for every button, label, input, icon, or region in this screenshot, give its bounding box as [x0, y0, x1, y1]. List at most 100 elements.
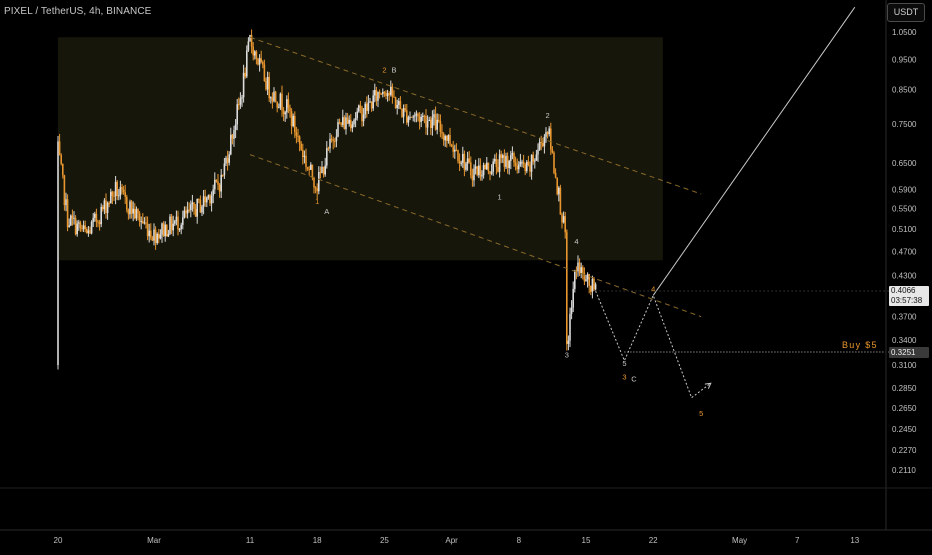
candle — [428, 116, 430, 122]
candle — [76, 220, 78, 237]
candle-body — [97, 221, 99, 223]
candle — [138, 211, 141, 227]
candle — [218, 183, 221, 198]
candle — [146, 216, 149, 241]
candle-body — [100, 206, 102, 225]
candle — [63, 174, 66, 211]
candle-body — [294, 115, 296, 133]
candle-body — [377, 91, 379, 101]
candle — [479, 158, 482, 181]
candle — [522, 154, 525, 169]
candle — [390, 80, 392, 97]
candle — [258, 54, 261, 72]
candle-body — [462, 153, 464, 163]
candle — [124, 184, 126, 205]
candle — [241, 94, 243, 107]
candle — [175, 210, 178, 226]
candle — [498, 149, 501, 178]
y-tick-label: 0.4700 — [892, 247, 917, 256]
candle — [246, 45, 248, 79]
candle — [561, 212, 563, 229]
candle — [225, 155, 227, 166]
candle — [476, 165, 478, 177]
candle-body — [468, 158, 470, 163]
candle — [439, 114, 442, 138]
candle — [358, 104, 360, 113]
candle-body — [407, 117, 410, 123]
candle — [502, 153, 504, 164]
candle — [102, 204, 104, 212]
candle — [271, 92, 274, 109]
wave-label: 5 — [622, 359, 626, 368]
candle-body — [142, 221, 144, 224]
candle-body — [558, 187, 560, 195]
candle — [134, 203, 136, 220]
candle — [478, 158, 480, 179]
candle — [329, 132, 331, 153]
wave-label: 2 — [382, 66, 386, 75]
candle — [471, 168, 474, 187]
candle-body — [388, 93, 390, 95]
candle-body — [231, 134, 234, 139]
buy-order-label[interactable]: Buy $5 — [842, 340, 878, 350]
candle-body — [266, 76, 269, 90]
candle-body — [206, 197, 208, 203]
candle-body — [450, 144, 453, 147]
candle-body — [375, 90, 378, 101]
candle — [166, 224, 168, 237]
candle — [310, 162, 312, 171]
candle — [575, 266, 578, 280]
candle — [359, 100, 362, 114]
candle-body — [159, 234, 162, 239]
candle-body — [297, 135, 299, 137]
candle-body — [258, 58, 261, 65]
candle — [84, 220, 86, 233]
candle — [577, 255, 579, 277]
candle — [294, 111, 296, 139]
candle-body — [84, 225, 86, 230]
candle — [457, 149, 459, 164]
candle-body — [94, 213, 96, 218]
candle-body — [473, 168, 475, 181]
candle-body — [180, 224, 182, 229]
candle-body — [505, 156, 507, 167]
candle — [342, 109, 344, 128]
candle-body — [358, 105, 360, 112]
candle — [62, 163, 64, 179]
candle-body — [260, 58, 262, 62]
candle-body — [337, 122, 339, 137]
candle-body — [255, 51, 258, 59]
currency-button[interactable]: USDT — [887, 3, 925, 22]
candle-body — [506, 156, 509, 169]
candle-body — [402, 108, 405, 117]
candle-body — [76, 223, 78, 235]
wave-label: 3 — [565, 351, 569, 360]
candle — [590, 285, 592, 296]
candle-body — [57, 141, 59, 364]
candle — [156, 232, 158, 245]
candle — [425, 109, 427, 135]
candle — [569, 307, 571, 348]
y-tick-label: 0.3700 — [892, 313, 917, 322]
candle-body — [310, 164, 312, 170]
long-target-line — [652, 6, 856, 296]
candle — [143, 217, 146, 225]
candle — [286, 95, 288, 119]
candle-body — [87, 230, 90, 234]
candle — [361, 105, 363, 127]
candle — [438, 113, 440, 123]
candle-body — [148, 230, 150, 237]
candle-body — [463, 153, 466, 170]
candle — [422, 112, 424, 122]
candle-body — [252, 46, 254, 56]
candle — [481, 170, 483, 181]
candle-body — [214, 179, 216, 190]
candle — [530, 154, 533, 180]
candle — [414, 112, 416, 123]
candle-body — [442, 133, 445, 141]
candle — [550, 122, 552, 155]
candle — [140, 216, 142, 230]
candle — [57, 135, 59, 368]
